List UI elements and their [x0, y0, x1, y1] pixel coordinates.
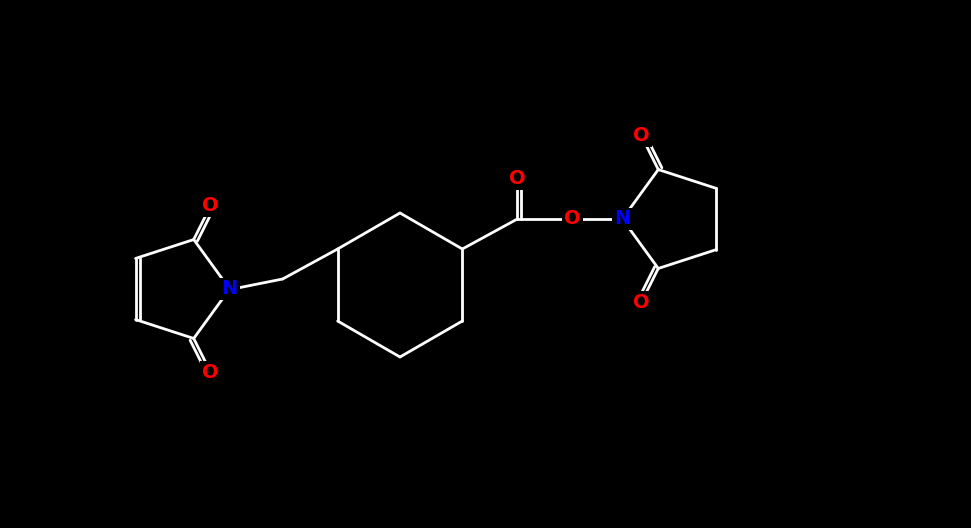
Text: N: N	[615, 210, 630, 229]
Text: N: N	[221, 279, 238, 298]
Text: O: O	[202, 363, 219, 382]
Text: O: O	[509, 169, 525, 188]
Text: O: O	[633, 126, 650, 145]
Text: O: O	[202, 196, 219, 215]
Text: O: O	[564, 210, 581, 229]
Text: O: O	[633, 293, 650, 312]
